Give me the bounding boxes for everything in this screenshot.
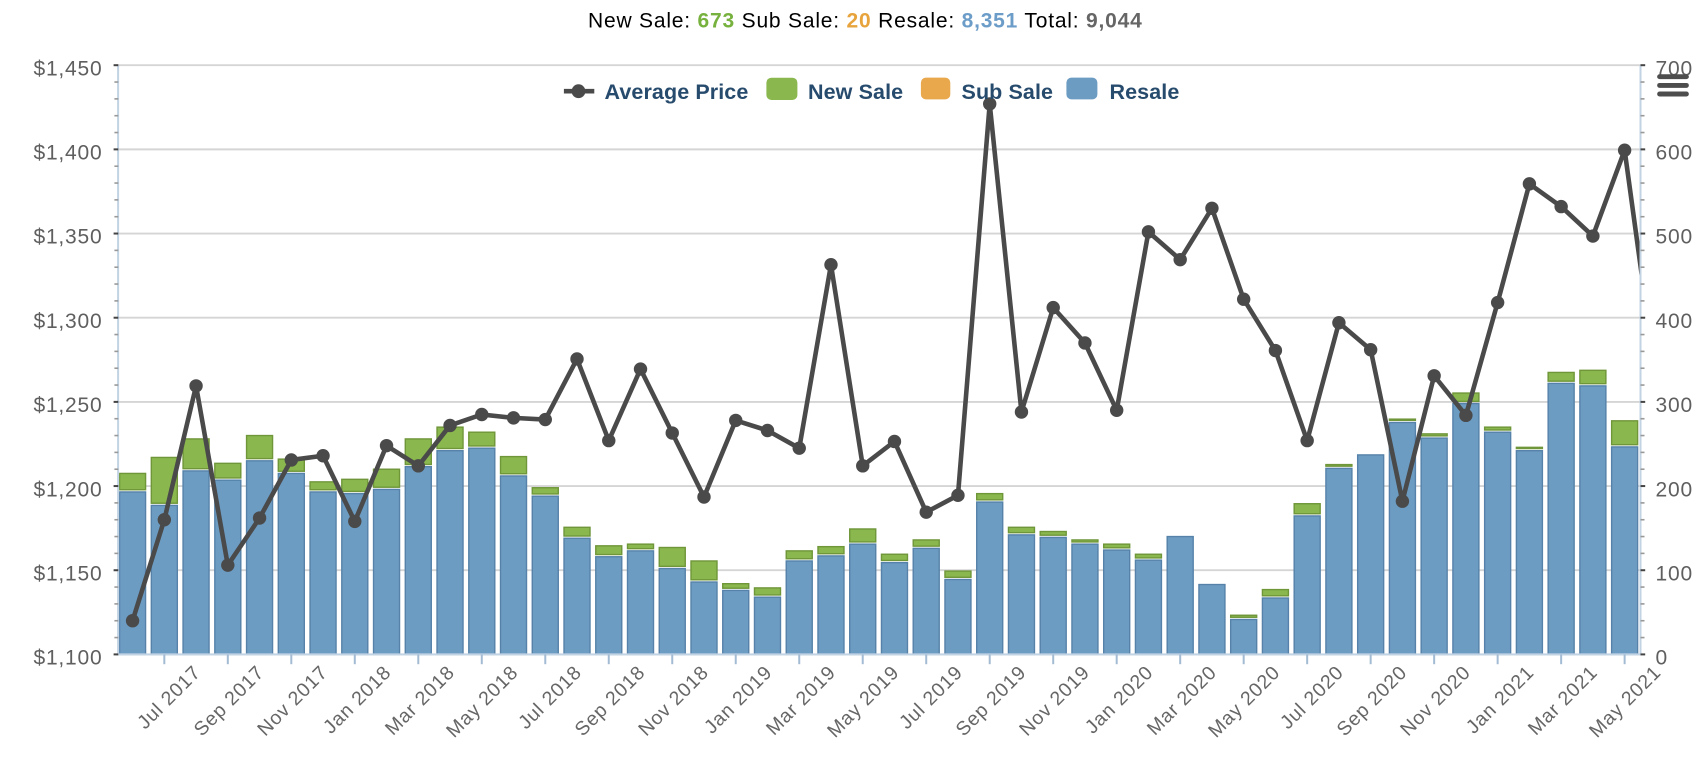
svg-text:Average Price: Average Price: [605, 80, 749, 104]
svg-text:$1,400: $1,400: [33, 142, 102, 165]
svg-text:500: 500: [1656, 226, 1693, 249]
svg-text:$1,350: $1,350: [33, 226, 102, 249]
svg-text:$1,100: $1,100: [33, 647, 102, 670]
svg-text:0: 0: [1656, 647, 1668, 670]
svg-text:Sub Sale: Sub Sale: [962, 80, 1054, 104]
svg-text:New Sale: 673 Sub Sale: 20 Res: New Sale: 673 Sub Sale: 20 Resale: 8,351…: [588, 10, 1143, 33]
svg-text:$1,300: $1,300: [33, 310, 102, 333]
svg-text:Resale: Resale: [1110, 80, 1180, 104]
svg-text:200: 200: [1656, 478, 1693, 501]
svg-text:New Sale: New Sale: [808, 80, 903, 104]
svg-text:$1,450: $1,450: [33, 57, 102, 80]
svg-text:400: 400: [1656, 310, 1693, 333]
svg-text:$1,200: $1,200: [33, 478, 102, 501]
svg-text:$1,150: $1,150: [33, 562, 102, 585]
svg-text:600: 600: [1656, 142, 1693, 165]
svg-text:$1,250: $1,250: [33, 394, 102, 417]
svg-text:300: 300: [1656, 394, 1693, 417]
svg-text:100: 100: [1656, 562, 1693, 585]
